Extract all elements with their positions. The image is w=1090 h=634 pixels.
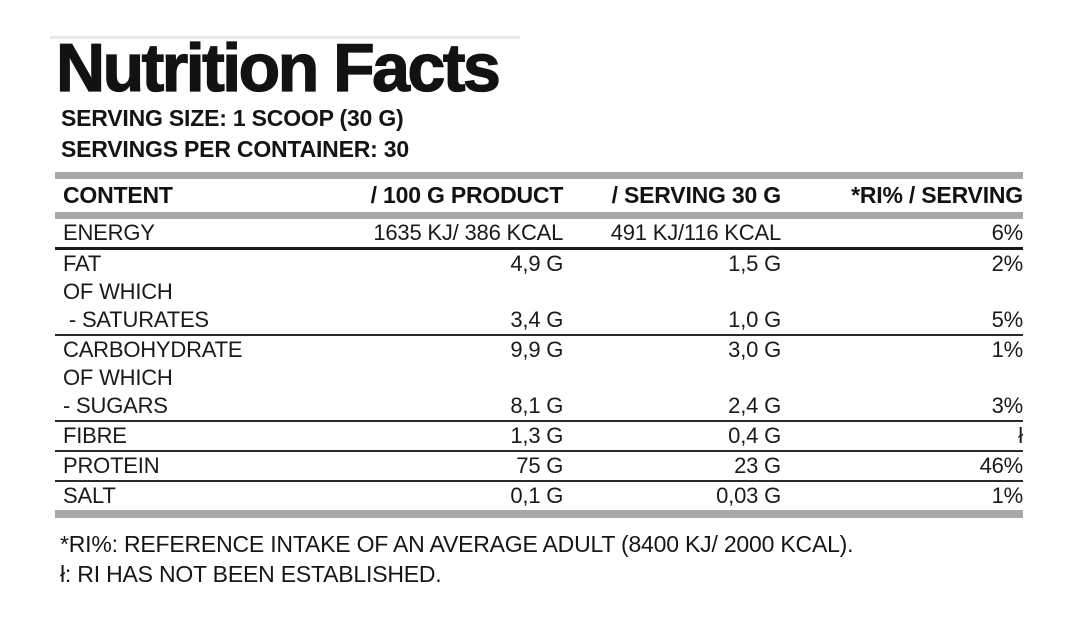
table-row-fat: FAT 4,9 G 1,5 G 2% [55,249,1023,279]
per-100g-cell: 0,1 G [510,483,564,508]
table-header-row: CONTENT / 100 G PRODUCT / SERVING 30 G *… [55,172,1023,219]
per-serving-cell: 1,5 G [728,251,781,276]
ri-percent-cell: 5% [780,306,1023,336]
column-header-ri-percent: *RI% / SERVING [780,172,1023,219]
per-100g-cell: 1635 KJ/ 386 KCAL [345,215,563,250]
content-cell: FIBRE [55,421,346,452]
per-serving-cell [563,364,781,392]
per-100g-cell [345,278,563,306]
ri-percent-cell: 2% [991,251,1024,276]
column-header-per-100g: / 100 G PRODUCT [345,172,563,219]
servings-per-container-text: SERVINGS PER CONTAINER: 30 [61,136,409,162]
per-100g-cell: 8,1 G [345,392,563,422]
content-cell: ENERGY [55,215,346,250]
per-serving-cell: 491 KJ/116 KCAL [563,215,781,250]
ri-percent-cell: 46% [780,451,1023,482]
top-accent-line [50,36,520,39]
per-100g-cell: 75 G [345,451,563,482]
table-row-protein: PROTEIN 75 G 23 G 46% [55,451,1023,482]
ri-percent-cell: 1% [991,483,1024,508]
ri-percent-cell: 1% [991,337,1024,362]
table-row-salt: SALT 0,1 G 0,03 G 1% [55,481,1023,514]
per-serving-cell: 0,03 G [716,483,781,508]
per-serving-cell [563,278,781,306]
table-row-of-which-carbohydrate: OF WHICH [55,364,1023,392]
table-row-fibre: FIBRE 1,3 G 0,4 G ł [55,421,1023,452]
content-cell: FAT [63,251,102,276]
column-header-content: CONTENT [55,172,346,219]
content-cell: CARBOHYDRATE [63,337,243,362]
ri-percent-cell [781,278,1023,306]
ri-percent-cell: ł [780,421,1023,452]
page-title: Nutrition Facts [55,30,501,106]
per-100g-cell: 4,9 G [510,251,564,276]
per-100g-cell [345,364,563,392]
ri-percent-cell: 3% [780,392,1023,422]
per-100g-cell: 9,9 G [510,337,564,362]
column-header-per-serving: / SERVING 30 G [563,172,781,219]
table-body: ENERGY 1635 KJ/ 386 KCAL 491 KJ/116 KCAL… [55,215,1023,515]
content-cell: - SATURATES [55,306,346,336]
serving-info: SERVING SIZE: 1 SCOOP (30 G) SERVINGS PE… [61,103,409,165]
per-serving-cell: 3,0 G [728,337,781,362]
table-row-carbohydrate: CARBOHYDRATE 9,9 G 3,0 G 1% [55,335,1023,364]
per-serving-cell: 23 G [563,451,781,482]
content-cell: SALT [63,483,116,508]
table-header: CONTENT / 100 G PRODUCT / SERVING 30 G *… [55,172,1023,219]
content-cell: - SUGARS [55,392,346,422]
table-row-energy: ENERGY 1635 KJ/ 386 KCAL 491 KJ/116 KCAL… [55,215,1023,250]
per-serving-cell: 2,4 G [563,392,781,422]
ri-not-established-footnote: ł: RI HAS NOT BEEN ESTABLISHED. [60,561,442,587]
ri-footnote: *RI%: REFERENCE INTAKE OF AN AVERAGE ADU… [60,531,854,557]
per-100g-cell: 1,3 G [345,421,563,452]
nutrition-table: CONTENT / 100 G PRODUCT / SERVING 30 G *… [55,172,1023,518]
table-row-sugars: - SUGARS 8,1 G 2,4 G 3% [55,392,1023,422]
content-cell: OF WHICH [63,365,173,390]
per-serving-cell: 0,4 G [563,421,781,452]
per-serving-cell: 1,0 G [563,306,781,336]
content-cell: PROTEIN [55,451,346,482]
serving-size-text: SERVING SIZE: 1 SCOOP (30 G) [61,105,404,131]
per-100g-cell: 3,4 G [345,306,563,336]
footnotes: *RI%: REFERENCE INTAKE OF AN AVERAGE ADU… [60,529,854,589]
content-cell: OF WHICH [63,279,173,304]
table-row-saturates: - SATURATES 3,4 G 1,0 G 5% [55,306,1023,336]
ri-percent-cell [781,364,1023,392]
ri-percent-cell: 6% [780,215,1023,250]
table-row-of-which-fat: OF WHICH [55,278,1023,306]
